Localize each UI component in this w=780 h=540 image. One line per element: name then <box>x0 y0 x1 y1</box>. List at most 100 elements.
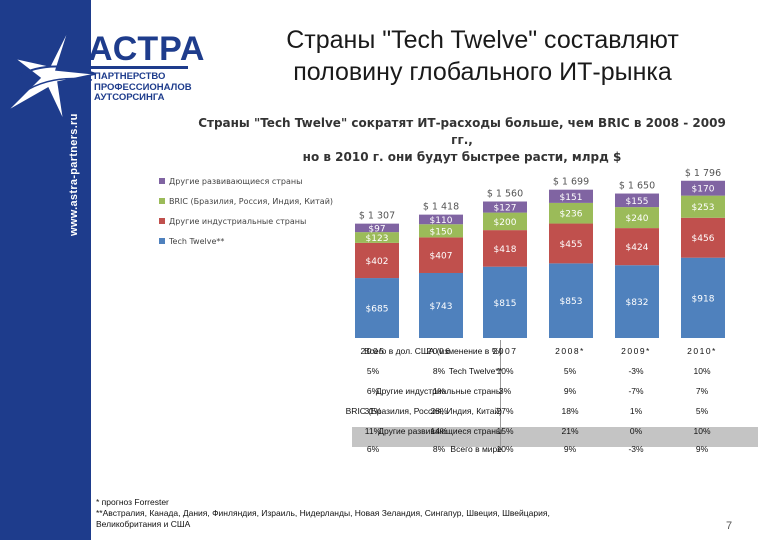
table-row: Другие развивающиеся страны 11% 14% 15% 21% 0… <box>150 422 750 441</box>
table-value-cell: 18% <box>561 406 579 416</box>
star-logo-icon <box>5 25 97 123</box>
website-url: www.astra-partners.ru <box>68 113 80 236</box>
table-year-cell: 2008* <box>555 346 585 356</box>
footnotes: * прогноз Forrester **Австралия, Канада,… <box>96 497 656 530</box>
bar-value-label: $240 <box>626 214 649 224</box>
table-value-cell: 0% <box>629 426 643 436</box>
legend-entry: Tech Twelve** <box>168 237 224 246</box>
slide-title-line: Страны "Tech Twelve" составляют <box>286 26 679 54</box>
table-year-cell: 2005 <box>360 346 386 356</box>
world-total-row-shading <box>352 427 758 447</box>
table-value-cell: 10% <box>693 426 711 436</box>
table-year-cell: 2009* <box>621 346 651 356</box>
bar-value-label: $815 <box>494 299 517 309</box>
table-value-cell: 28% <box>430 406 448 416</box>
table-year-cell: 2006 <box>426 346 452 356</box>
slide-title: Страны "Tech Twelve" составляют половину… <box>200 24 765 88</box>
table-row-label: BRIC (Бразилия, Россия, Индия, Китай) <box>345 406 502 416</box>
bar-value-label: $407 <box>430 252 453 262</box>
table-row-label: Другие индустриальные страны <box>375 386 502 396</box>
logo-subtitle-line: ПРОФЕССИОНАЛОВ <box>94 81 192 93</box>
chart-title: Страны "Tech Twelve" сократят ИТ-расходы… <box>192 115 732 166</box>
bar-segment <box>615 207 659 229</box>
table-row: BRIC (Бразилия, Россия, Индия, Китай) 31%… <box>150 402 750 421</box>
bar-value-label: $455 <box>560 240 583 250</box>
chart-title-line: но в 2010 г. они будут быстрее расти, мл… <box>302 150 622 164</box>
bar-value-label: $127 <box>494 204 517 214</box>
bar-value-label: $918 <box>692 294 715 304</box>
legend-entry: BRIC (Бразилия, Россия, Индия, Китай) <box>169 197 333 206</box>
bar-value-label: $685 <box>366 305 389 315</box>
bar-total-label: $ 1 796 <box>685 168 721 179</box>
table-header-label: Всего в дол. США (изменение в %) <box>364 346 502 356</box>
table-header-row: Всего в дол. США (изменение в %) 2005 2006… <box>150 342 750 361</box>
table-value-cell: 7% <box>695 386 709 396</box>
table-value-cell: 5% <box>695 406 709 416</box>
logo-subtitle-line: АУТСОРСИНГА <box>94 92 165 103</box>
bar-segment <box>483 212 527 231</box>
bar-value-label: $253 <box>692 203 715 213</box>
table-value-cell: 10% <box>496 444 514 454</box>
bar-value-label: $170 <box>692 185 715 195</box>
logo-wordmark: АСТРА <box>88 30 206 68</box>
bar-segment <box>549 189 593 203</box>
table-value-cell: 21% <box>561 426 579 436</box>
table-value-cell: -3% <box>628 366 644 376</box>
bar-value-label: $151 <box>560 193 583 203</box>
bar-value-label: $150 <box>430 227 453 237</box>
table-value-cell: -7% <box>628 386 644 396</box>
table-row-label: Tech Twelve** <box>448 366 502 376</box>
bar-value-label: $424 <box>626 243 649 253</box>
legend-swatch <box>159 238 165 244</box>
bar-segment <box>615 193 659 208</box>
bar-segment <box>419 272 463 338</box>
table-value-cell: 1% <box>629 406 643 416</box>
table-year-cell: 2010* <box>687 346 717 356</box>
table-row: Другие индустриальные страны 6% 1% 3% 9% -7% 7… <box>150 382 750 401</box>
table-value-cell: 31% <box>364 406 382 416</box>
bar-total-label: $ 1 650 <box>619 181 655 192</box>
bar-segment <box>355 232 399 243</box>
bar-segment <box>355 223 399 233</box>
table-value-cell: 6% <box>366 444 380 454</box>
logo-subtitle: ПАРТНЕРСТВО ПРОФЕССИОНАЛОВ АУТСОРСИНГА <box>94 71 192 104</box>
bar-value-label: $236 <box>560 210 583 220</box>
legend-swatch <box>159 198 165 204</box>
legend-entry: Другие развивающиеся страны <box>169 177 302 186</box>
bar-value-label: $123 <box>366 234 389 244</box>
table-year-cell: 2007 <box>492 346 518 356</box>
bar-segment <box>681 217 725 258</box>
bar-value-label: $110 <box>430 216 453 226</box>
table-value-cell: -3% <box>628 444 644 454</box>
table-row: Всего в мире 6% 8% 10% 9% -3% 9% <box>150 440 750 459</box>
table-value-cell: 15% <box>496 426 514 436</box>
table-value-cell: 1% <box>432 386 446 396</box>
bar-segment <box>615 265 659 338</box>
table-value-cell: 11% <box>364 426 382 436</box>
table-value-cell: 8% <box>432 444 446 454</box>
legend-swatch <box>159 218 165 224</box>
table-value-cell: 9% <box>563 444 577 454</box>
bar-value-label: $743 <box>430 302 453 312</box>
table-value-cell: 5% <box>366 366 380 376</box>
bar-segment <box>615 228 659 266</box>
bar-segment <box>549 263 593 338</box>
bar-value-label: $155 <box>626 197 649 207</box>
logo-divider <box>88 66 188 69</box>
table-row-label: Всего в мире <box>450 444 502 454</box>
stacked-bar-chart: $685 $402 $123$97 $ 1 307 $743 $407 $150$110 $ … <box>159 168 725 338</box>
table-value-cell: 8% <box>432 366 446 376</box>
bar-value-label: $200 <box>494 218 517 228</box>
logo-subtitle-line: ПАРТНЕРСТВО <box>94 71 166 82</box>
bar-segment <box>681 257 725 338</box>
legend-swatch <box>159 178 165 184</box>
footnote-line: * прогноз Forrester <box>96 497 169 507</box>
bar-segment <box>681 180 725 196</box>
bar-value-label: $832 <box>626 298 649 308</box>
table-value-cell: 3% <box>498 386 512 396</box>
footnote-line: **Австралия, Канада, Дания, Финляндия, И… <box>96 508 550 518</box>
bar-value-label: $853 <box>560 297 583 307</box>
bar-total-label: $ 1 418 <box>423 202 459 213</box>
bar-segment <box>549 202 593 224</box>
bar-segment <box>355 278 399 338</box>
